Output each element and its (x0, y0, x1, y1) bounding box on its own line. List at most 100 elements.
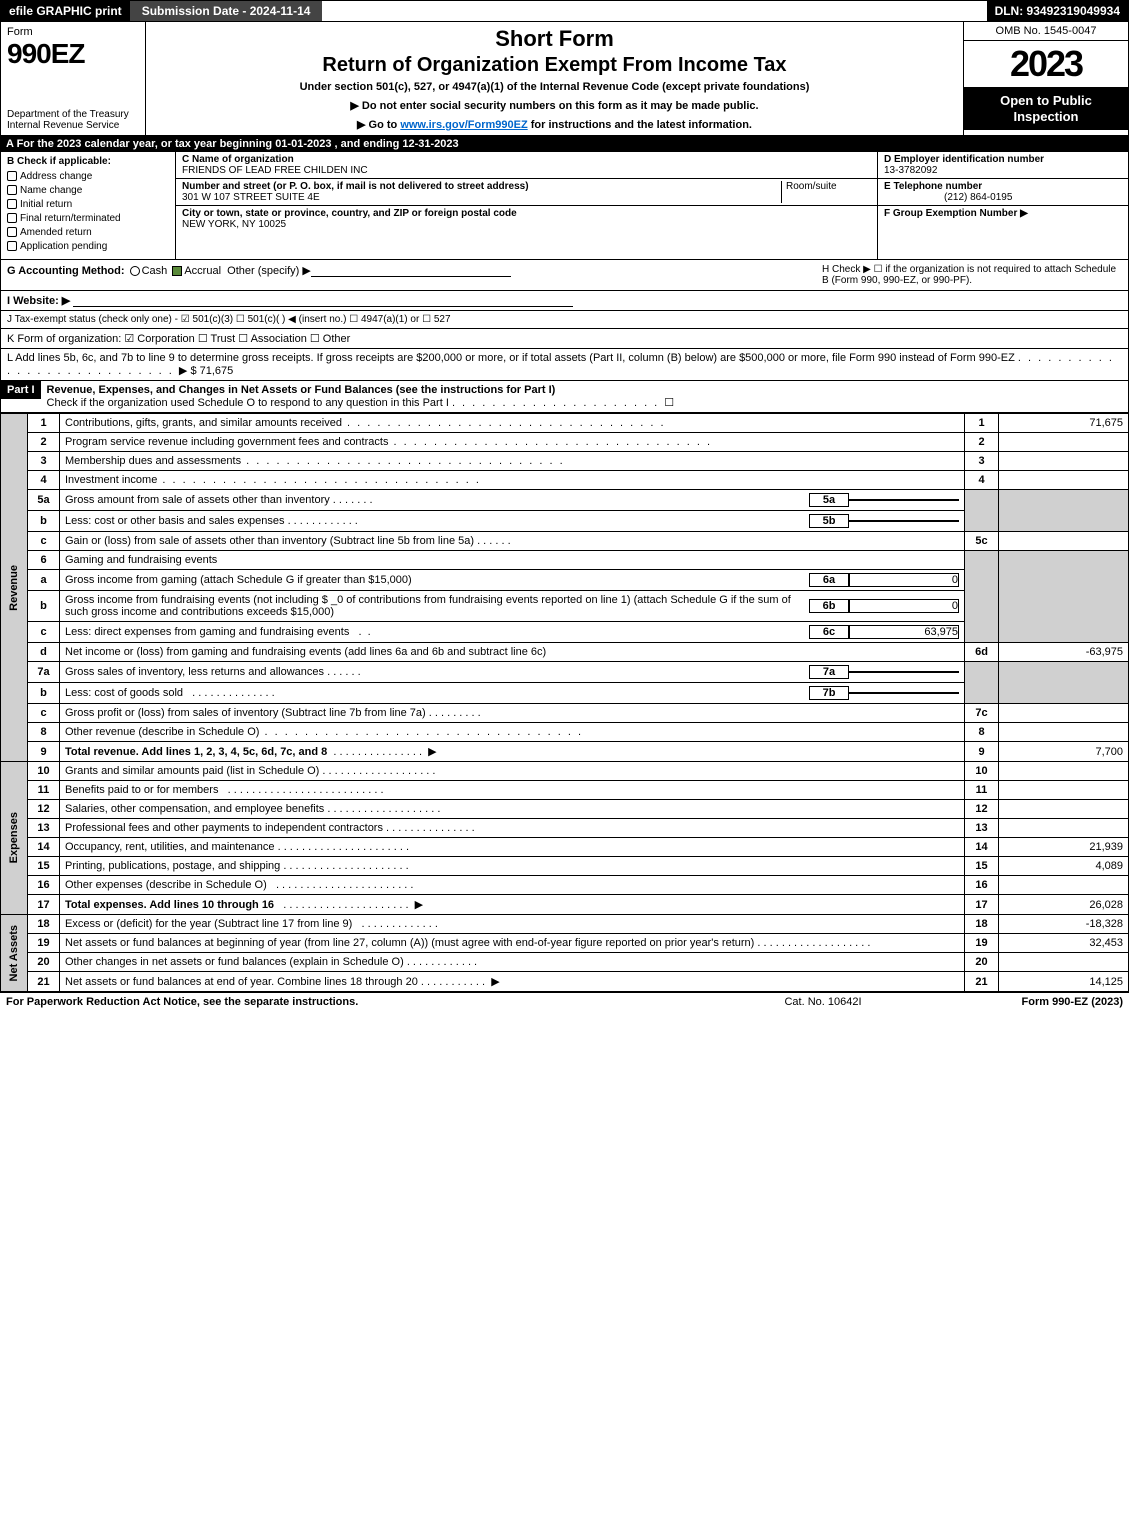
lv12 (999, 800, 1129, 819)
ln6d: d (28, 643, 60, 662)
shade5 (965, 490, 999, 532)
lb6d: 6d (965, 643, 999, 662)
gh-row: G Accounting Method: Cash Accrual Other … (0, 260, 1129, 291)
other-input[interactable] (311, 265, 511, 277)
part1-header: Part I Revenue, Expenses, and Changes in… (0, 381, 1129, 413)
col-d: D Employer identification number 13-3782… (878, 152, 1128, 259)
title-return: Return of Organization Exempt From Incom… (150, 54, 959, 77)
lv19: 32,453 (999, 934, 1129, 953)
ld3: Membership dues and assessments (60, 452, 965, 471)
ln21: 21 (28, 972, 60, 992)
topbar: efile GRAPHIC print Submission Date - 20… (0, 0, 1129, 22)
irs-link[interactable]: www.irs.gov/Form990EZ (400, 119, 527, 131)
lb19: 19 (965, 934, 999, 953)
sv7b (849, 692, 959, 694)
ln8: 8 (28, 723, 60, 742)
ein-value: 13-3782092 (884, 165, 937, 176)
ln5a: 5a (28, 490, 60, 511)
lb21: 21 (965, 972, 999, 992)
vlabel-net: Net Assets (6, 921, 22, 985)
ln5c: c (28, 532, 60, 551)
cash-label: Cash (142, 265, 168, 277)
chk-final-label: Final return/terminated (20, 213, 121, 224)
c-addr: Number and street (or P. O. box, if mail… (176, 179, 877, 206)
ln20: 20 (28, 953, 60, 972)
website-input[interactable] (73, 295, 573, 307)
ld5c: Gain or (loss) from sale of assets other… (60, 532, 965, 551)
ld2: Program service revenue including govern… (60, 433, 965, 452)
chk-amended[interactable]: Amended return (7, 227, 169, 238)
lb18: 18 (965, 915, 999, 934)
l-gross: L Add lines 5b, 6c, and 7b to line 9 to … (0, 349, 1129, 381)
org-addr: 301 W 107 STREET SUITE 4E (182, 192, 320, 203)
form-label: Form (7, 26, 139, 38)
chk-cash[interactable] (130, 266, 140, 276)
lb3: 3 (965, 452, 999, 471)
footer-left: For Paperwork Reduction Act Notice, see … (6, 996, 723, 1008)
chk-accrual[interactable] (172, 266, 182, 276)
shade6 (965, 551, 999, 643)
org-city: NEW YORK, NY 10025 (182, 219, 286, 230)
lv1: 71,675 (999, 414, 1129, 433)
d-grp: F Group Exemption Number ▶ (878, 206, 1128, 221)
bcd-row: B Check if applicable: Address change Na… (0, 152, 1129, 260)
lb8: 8 (965, 723, 999, 742)
arrow-icon: ▶ (428, 746, 436, 758)
ld19: Net assets or fund balances at beginning… (60, 934, 965, 953)
lv2 (999, 433, 1129, 452)
ln6: 6 (28, 551, 60, 570)
l-value: ▶ $ 71,675 (179, 365, 233, 377)
chk-name[interactable]: Name change (7, 185, 169, 196)
sv6a: 0 (849, 573, 959, 587)
ln4: 4 (28, 471, 60, 490)
sb6a: 6a (809, 573, 849, 587)
k-org-form: K Form of organization: ☑ Corporation ☐ … (0, 329, 1129, 349)
submission-date: Submission Date - 2024-11-14 (130, 1, 323, 21)
ln6a: a (28, 570, 60, 591)
sv6b: 0 (849, 599, 959, 613)
ld5b: Less: cost or other basis and sales expe… (60, 511, 965, 532)
chk-initial[interactable]: Initial return (7, 199, 169, 210)
lv10 (999, 762, 1129, 781)
lv16 (999, 876, 1129, 895)
ld1: Contributions, gifts, grants, and simila… (60, 414, 965, 433)
l-text: L Add lines 5b, 6c, and 7b to line 9 to … (7, 352, 1015, 364)
ein-label: D Employer identification number (884, 154, 1044, 165)
ln7b: b (28, 683, 60, 704)
section-a: A For the 2023 calendar year, or tax yea… (0, 136, 1129, 152)
efile-print[interactable]: efile GRAPHIC print (1, 1, 130, 21)
chk-initial-label: Initial return (20, 199, 72, 210)
ld12: Salaries, other compensation, and employ… (60, 800, 965, 819)
ln17: 17 (28, 895, 60, 915)
sv5a (849, 499, 959, 501)
lv6d: -63,975 (999, 643, 1129, 662)
g-label: G Accounting Method: (7, 265, 125, 277)
j-tax-status: J Tax-exempt status (check only one) - ☑… (0, 311, 1129, 329)
footer-mid: Cat. No. 10642I (723, 996, 923, 1008)
h-check: H Check ▶ ☐ if the organization is not r… (822, 264, 1122, 286)
d-ein: D Employer identification number 13-3782… (878, 152, 1128, 179)
accrual-label: Accrual (184, 265, 221, 277)
chk-pending[interactable]: Application pending (7, 241, 169, 252)
footer-right: Form 990-EZ (2023) (923, 996, 1123, 1008)
chk-final[interactable]: Final return/terminated (7, 213, 169, 224)
lv3 (999, 452, 1129, 471)
lv8 (999, 723, 1129, 742)
lb1: 1 (965, 414, 999, 433)
i-label: I Website: ▶ (7, 295, 70, 307)
ld6a: Gross income from gaming (attach Schedul… (60, 570, 965, 591)
form-header: Form 990EZ Department of the Treasury In… (0, 22, 1129, 136)
header-left: Form 990EZ Department of the Treasury In… (1, 22, 146, 135)
vtab-net: Net Assets (1, 915, 28, 992)
lv11 (999, 781, 1129, 800)
chk-address[interactable]: Address change (7, 171, 169, 182)
chk-amended-label: Amended return (20, 227, 92, 238)
chk-name-label: Name change (20, 185, 82, 196)
lb15: 15 (965, 857, 999, 876)
dln: DLN: 93492319049934 (987, 1, 1128, 21)
ld5a: Gross amount from sale of assets other t… (60, 490, 965, 511)
lb11: 11 (965, 781, 999, 800)
arrow-icon: ▶ (415, 899, 423, 911)
lv17: 26,028 (999, 895, 1129, 915)
part1-checkval[interactable]: ☐ (664, 397, 674, 409)
